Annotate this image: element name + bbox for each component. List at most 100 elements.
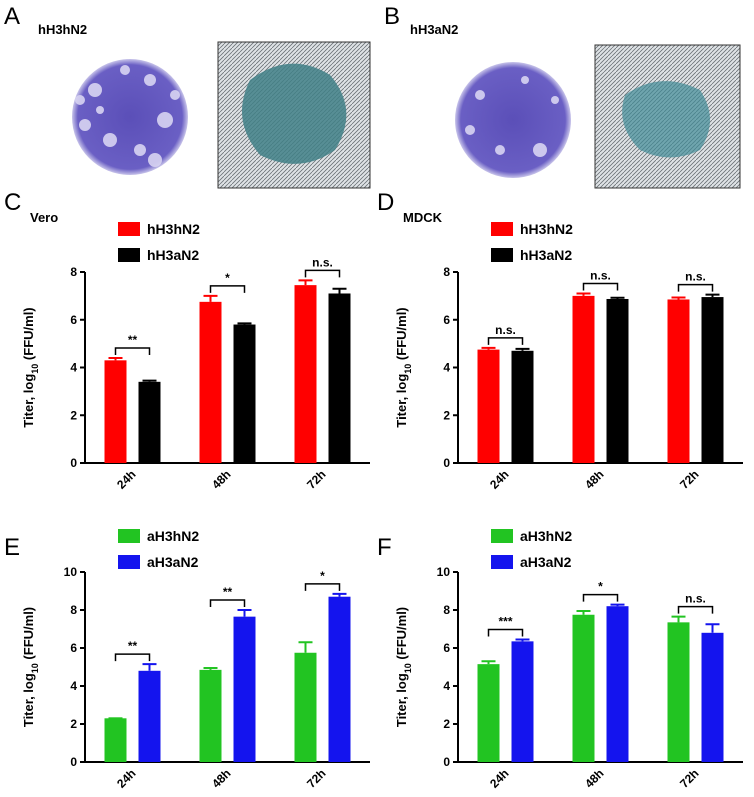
significance-label: * [320, 569, 325, 583]
y-tick-label: 2 [443, 717, 450, 731]
significance-label: * [225, 271, 230, 285]
panel-subtitle: MDCK [403, 210, 443, 225]
y-tick-label: 10 [64, 565, 78, 579]
y-tick-label: 2 [443, 408, 450, 422]
y-axis-label-part: 10 [30, 364, 40, 374]
error-bar [610, 603, 625, 607]
x-tick-label: 48h [209, 467, 234, 492]
y-axis-label-part: (FFU/ml) [21, 607, 36, 663]
significance-label: n.s. [685, 592, 706, 606]
legend-label: aH3hN2 [147, 528, 199, 544]
y-tick-label: 6 [443, 641, 450, 655]
y-tick-label: 6 [443, 313, 450, 327]
significance-label: n.s. [685, 270, 706, 284]
x-tick-label: 24h [114, 766, 139, 791]
legend-label: hH3aN2 [147, 247, 199, 263]
bar [701, 632, 724, 762]
legend-swatch [491, 248, 513, 262]
error-bar [576, 292, 591, 296]
error-bar [332, 287, 347, 294]
error-bar [203, 294, 218, 302]
error-bar [610, 296, 625, 299]
y-axis-label-part: (FFU/ml) [394, 307, 409, 363]
panel-letter: A [4, 3, 20, 30]
y-tick-label: 0 [70, 456, 77, 470]
significance-label: n.s. [495, 323, 516, 337]
panel-letter: B [384, 3, 400, 30]
y-axis-label-part: Titer, log [21, 374, 36, 428]
y-tick-label: 0 [443, 456, 450, 470]
significance-bracket [304, 269, 341, 278]
x-tick-label: 24h [114, 467, 139, 492]
bar [104, 360, 127, 463]
focus-micrograph [594, 44, 741, 189]
x-tick-label: 72h [304, 467, 329, 492]
significance-bracket [209, 599, 246, 607]
y-axis-label-part: Titer, log [394, 374, 409, 428]
error-bar [671, 296, 686, 300]
y-axis-label: Titer, log10 (FFU/ml) [21, 307, 40, 427]
panel-label: hH3hN2 [38, 22, 87, 37]
bar [667, 622, 690, 762]
bar [104, 718, 127, 762]
bar [294, 285, 317, 463]
bar [294, 652, 317, 762]
bar [477, 349, 500, 463]
y-tick-label: 4 [443, 361, 450, 375]
y-axis-label-part: (FFU/ml) [21, 307, 36, 363]
significance-label: n.s. [312, 255, 333, 269]
y-tick-label: 0 [443, 755, 450, 769]
bar [233, 324, 256, 463]
error-bar [237, 609, 252, 617]
y-axis-label-part: 10 [403, 364, 413, 374]
error-bar [705, 623, 720, 633]
error-bar [705, 293, 720, 298]
bar [572, 614, 595, 762]
legend-swatch [491, 529, 513, 543]
plaque-dish-image [72, 59, 188, 175]
legend-label: hH3aN2 [520, 247, 572, 263]
y-tick-label: 4 [70, 361, 77, 375]
legend-swatch [491, 555, 513, 569]
significance-bracket [677, 605, 714, 614]
error-bar [332, 592, 347, 597]
error-bar [142, 663, 157, 671]
legend-swatch [118, 222, 140, 236]
bar [511, 350, 534, 463]
significance-label: ** [223, 585, 233, 599]
significance-bracket [209, 285, 246, 293]
focus-micrograph [217, 41, 371, 189]
bar [701, 297, 724, 463]
error-bar [298, 641, 313, 653]
significance-label: * [598, 580, 603, 594]
legend-swatch [491, 222, 513, 236]
x-tick-label: 72h [304, 766, 329, 791]
y-tick-label: 10 [437, 565, 451, 579]
plaque-dish-image [455, 62, 571, 178]
bar [511, 641, 534, 762]
bar [606, 606, 629, 762]
y-tick-label: 8 [443, 265, 450, 279]
panel-label: hH3aN2 [410, 22, 458, 37]
significance-label: ** [128, 639, 138, 653]
panel-letter: D [377, 189, 394, 216]
x-tick-label: 48h [582, 766, 607, 791]
y-tick-label: 4 [443, 679, 450, 693]
panel-letter: C [4, 189, 21, 216]
y-axis-label-part: 10 [30, 663, 40, 673]
y-axis-label: Titer, log10 (FFU/ml) [394, 307, 413, 427]
y-tick-label: 4 [70, 679, 77, 693]
significance-bracket [677, 283, 714, 292]
error-bar [142, 379, 157, 382]
legend-label: aH3aN2 [147, 554, 199, 570]
error-bar [298, 279, 313, 286]
y-axis-label-part: Titer, log [394, 673, 409, 727]
error-bar [515, 638, 530, 642]
panel-letter: F [377, 534, 392, 561]
bar [606, 298, 629, 463]
y-axis-label: Titer, log10 (FFU/ml) [21, 607, 40, 727]
x-tick-label: 72h [677, 766, 702, 791]
y-axis-label: Titer, log10 (FFU/ml) [394, 607, 413, 727]
bar [572, 295, 595, 463]
error-bar [481, 346, 496, 350]
